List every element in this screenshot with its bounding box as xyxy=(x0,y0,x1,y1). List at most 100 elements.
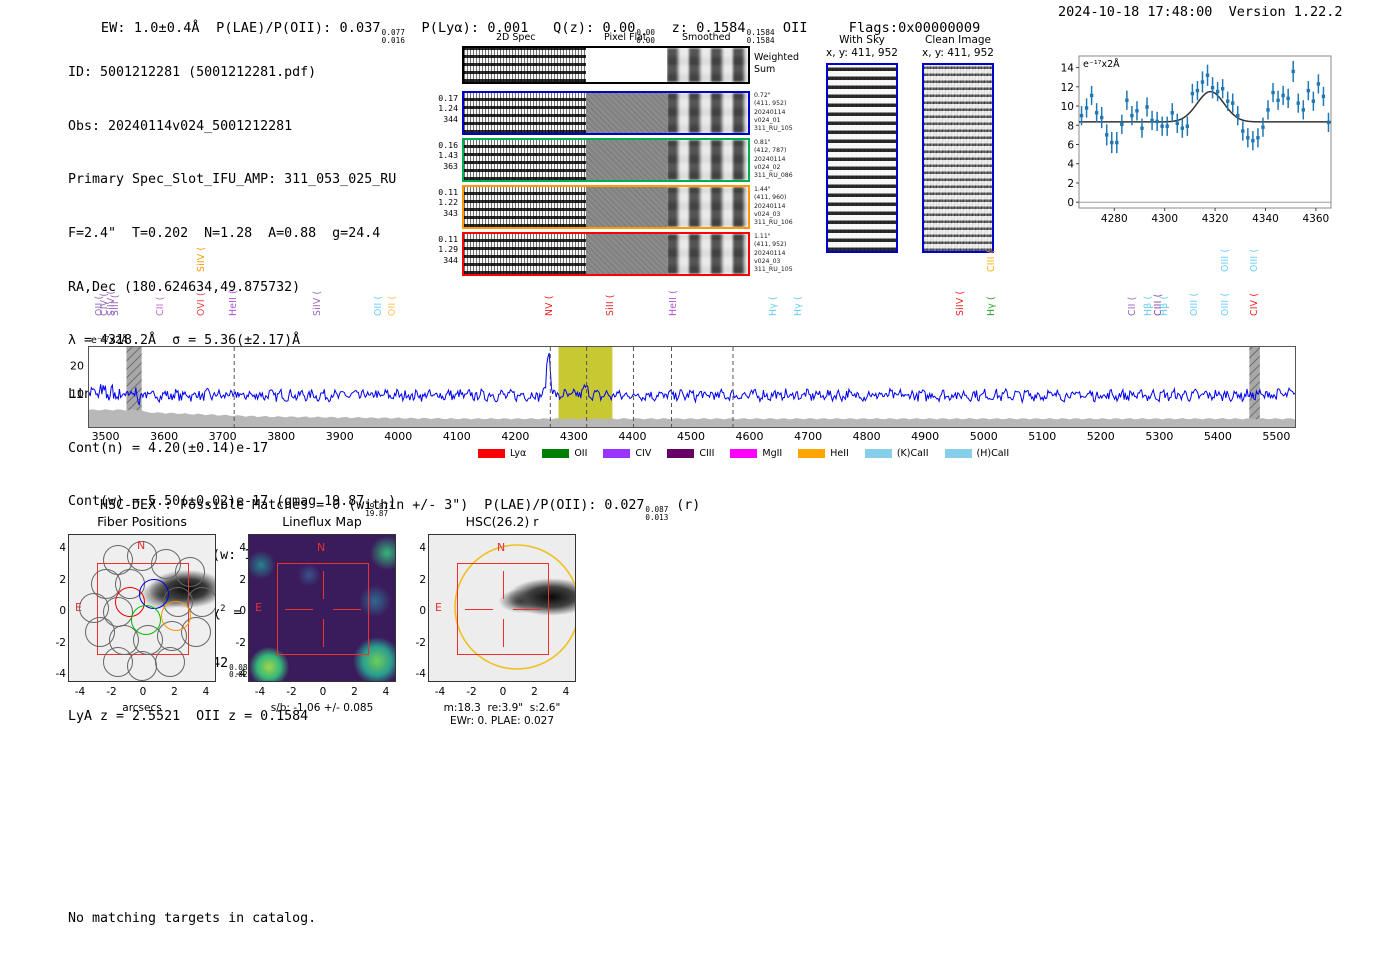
fiber-row-2: 0.16 1.43 363 0.81" (412, 787) 20240114 … xyxy=(438,138,793,182)
legend-label: (K)CaII xyxy=(896,448,929,459)
panel-xtick: 4 xyxy=(562,686,570,698)
z-fraction: 0.1584 0.1584 xyxy=(746,28,775,45)
legend-swatch xyxy=(798,449,826,458)
spectrum-xtick: 4000 xyxy=(384,430,413,443)
compass-east: E xyxy=(255,601,262,614)
spectrum-ytick: 10 xyxy=(70,387,84,401)
legend-label: CIII xyxy=(699,448,715,459)
legend-swatch xyxy=(603,449,631,458)
legend-label: MgII xyxy=(762,448,783,459)
svg-text:14: 14 xyxy=(1061,63,1075,75)
fiber1-2dspec-image xyxy=(464,93,587,133)
spectrum-y-ticks: 10 20 xyxy=(58,346,86,428)
footer-note: No matching targets in catalog. Row inte… xyxy=(68,874,316,953)
gmag-fraction: 19.87 19.87 xyxy=(365,501,389,519)
weighted-pixelflat-image xyxy=(586,48,668,82)
legend-label: (H)CaII xyxy=(976,448,1010,459)
panel-xtick: -4 xyxy=(254,686,266,698)
weighted-sum-label: Weighted Sum xyxy=(754,52,799,75)
fiber-row-4: 0.11 1.29 344 1.11" (411, 952) 20240114 … xyxy=(438,232,793,276)
spectrum-xtick: 4700 xyxy=(794,430,823,443)
fiber-box-2 xyxy=(462,138,750,182)
legend-swatch xyxy=(864,449,892,458)
panel-ytick: -2 xyxy=(415,636,426,649)
info-redshifts: LyA z = 2.5521 OII z = 0.1584 xyxy=(68,709,309,725)
hsc-filter: (r) xyxy=(676,498,701,513)
spectrum-xtick: 3700 xyxy=(208,430,237,443)
fiber3-pixelflat-image xyxy=(586,187,668,227)
spectrum-xtick: 5000 xyxy=(969,430,998,443)
col-header-2dspec: 2D Spec xyxy=(496,32,536,43)
panel-ytick: -2 xyxy=(235,636,246,649)
panel-ytick: 2 xyxy=(419,573,426,586)
spectrum-xtick: 4400 xyxy=(618,430,647,443)
spectrum-xtick: 5500 xyxy=(1262,430,1291,443)
legend-item: Lyα xyxy=(478,448,526,459)
info-lambda-sigma: λ = 4318.2Å σ = 5.36(±2.17)Å xyxy=(68,333,301,349)
fiber-positions-title: Fiber Positions xyxy=(97,514,187,529)
hsc-crosshair-v-top xyxy=(502,571,504,599)
compass-east: E xyxy=(435,601,442,614)
panel-ytick: -4 xyxy=(235,668,246,680)
panel-ytick: 4 xyxy=(59,542,66,554)
panel-ytick: -2 xyxy=(55,636,66,649)
fiber2-numbers: 0.16 1.43 363 xyxy=(438,140,458,171)
fiber2-2dspec-image xyxy=(464,140,587,180)
spectrum-x-ticks: 3500 3600 3700 3800 3900 4000 4100 4200 4300 4400… xyxy=(88,430,1296,446)
info-cont-n: Cont(n) = 4.20(±0.14)e-17 xyxy=(68,440,269,456)
panel-ytick: 2 xyxy=(239,573,246,586)
fiber1-pixelflat-image xyxy=(586,93,668,133)
hsc-r-title: HSC(26.2) r xyxy=(465,514,539,529)
panel-xtick: -2 xyxy=(466,686,477,698)
compass-north: N xyxy=(497,541,506,554)
fiber4-pixelflat-image xyxy=(586,234,668,274)
info-radec: RA,Dec (180.624634,49.875732) xyxy=(68,279,301,295)
legend-label: Lyα xyxy=(510,448,527,459)
fiber-row-3: 0.11 1.22 343 1.44" (411, 960) 20240114 … xyxy=(438,185,793,229)
panel-ytick: 0 xyxy=(59,605,66,617)
fiber4-2dspec-image xyxy=(464,234,587,274)
panel-xtick: 0 xyxy=(499,686,507,698)
svg-text:e⁻¹⁷x2Å: e⁻¹⁷x2Å xyxy=(1083,58,1120,70)
fiber2-smoothed-image xyxy=(667,140,748,180)
legend-item: CIV xyxy=(603,448,651,459)
svg-text:2: 2 xyxy=(1067,178,1074,190)
legend-item: CIII xyxy=(667,448,714,459)
weighted-2dspec-image xyxy=(464,48,587,82)
fiber-circle xyxy=(175,557,205,587)
fiber3-2dspec-image xyxy=(464,187,587,227)
panel-xtick: 4 xyxy=(202,686,210,698)
svg-text:0: 0 xyxy=(1067,197,1074,209)
hsc-crosshair-h-right xyxy=(513,608,541,610)
fiber-box-4 xyxy=(462,232,750,276)
fiber1-smoothed-image xyxy=(667,93,748,133)
fiber1-metadata: 0.72" (411, 952) 20240114 v024_01 311_RU… xyxy=(754,92,793,133)
with-sky-coords: x, y: 411, 952 xyxy=(826,47,898,59)
fiber-circle xyxy=(181,617,211,647)
hsc-crosshair-v-bottom xyxy=(502,619,504,647)
panel-ytick: 0 xyxy=(419,605,426,617)
panel-xtick: -4 xyxy=(74,686,86,698)
fiber-circle-highlight-green xyxy=(131,605,161,635)
lineflux-crosshair-v-bottom xyxy=(322,619,324,647)
lineflux-crosshair-h-left xyxy=(285,608,313,610)
info-plae-fraction: 0.085 0.021 xyxy=(229,662,252,680)
spectrum-xtick: 4900 xyxy=(911,430,940,443)
spectrum-units-annotation: e⁻¹⁷x2Å xyxy=(91,335,128,346)
legend-swatch xyxy=(667,449,695,458)
spectrum-frame xyxy=(88,346,1296,428)
header-flags: OII Flags:0x00000009 xyxy=(782,20,981,36)
legend-label: HeII xyxy=(830,448,849,459)
spectrum-xtick: 3600 xyxy=(150,430,179,443)
panel-xtick: -2 xyxy=(286,686,297,698)
panel-xtick: 0 xyxy=(139,686,147,698)
info-id: ID: 5001212281 (5001212281.pdf) xyxy=(68,64,317,80)
svg-text:4320: 4320 xyxy=(1202,213,1229,225)
spectrum-xtick: 4100 xyxy=(442,430,471,443)
svg-text:6: 6 xyxy=(1067,140,1074,152)
header-plya-qz: P(Lyα): 0.001 Q(z): 0.00 xyxy=(421,20,636,36)
svg-text:10: 10 xyxy=(1061,101,1074,113)
spectrum-xtick: 5200 xyxy=(1086,430,1115,443)
compass-east: E xyxy=(75,601,82,614)
fiber2-pixelflat-image xyxy=(586,140,668,180)
